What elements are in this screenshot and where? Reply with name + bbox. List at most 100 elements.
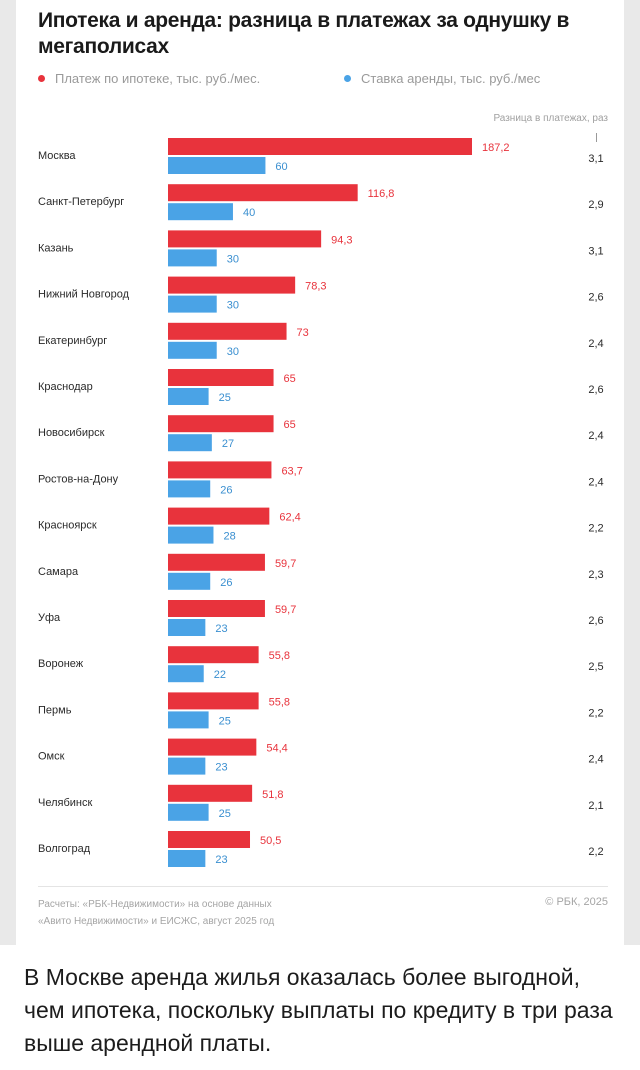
legend-label-mortgage: Платеж по ипотеке, тыс. руб./мес. bbox=[55, 71, 261, 86]
mortgage-value-label: 54,4 bbox=[266, 743, 287, 755]
category-label: Нижний Новгород bbox=[38, 289, 130, 301]
category-label: Санкт-Петербург bbox=[38, 196, 124, 208]
footer-divider bbox=[38, 886, 608, 887]
mortgage-value-label: 94,3 bbox=[331, 234, 352, 246]
ratio-value-label: 2,1 bbox=[588, 800, 603, 812]
ratio-value-label: 2,6 bbox=[588, 384, 603, 396]
category-label: Самара bbox=[38, 566, 79, 578]
source-line-1: Расчеты: «РБК-Недвижимости» на основе да… bbox=[38, 899, 272, 910]
legend-item-mortgage: Платеж по ипотеке, тыс. руб./мес. bbox=[38, 71, 260, 86]
source-note: Расчеты: «РБК-Недвижимости» на основе да… bbox=[38, 896, 418, 930]
legend-marker-rent bbox=[344, 75, 351, 82]
mortgage-value-label: 65 bbox=[284, 419, 296, 431]
rent-bar bbox=[168, 711, 209, 729]
rent-bar bbox=[168, 665, 204, 683]
category-label: Краснодар bbox=[38, 381, 93, 393]
mortgage-value-label: 187,2 bbox=[482, 142, 510, 154]
legend-item-rent: Ставка аренды, тыс. руб./мес bbox=[344, 71, 540, 86]
rent-value-label: 28 bbox=[223, 531, 235, 543]
legend-marker-mortgage bbox=[38, 75, 45, 82]
rent-value-label: 30 bbox=[227, 253, 239, 265]
rent-bar bbox=[168, 803, 209, 821]
rent-bar bbox=[168, 295, 217, 313]
ratio-value-label: 3,1 bbox=[588, 245, 603, 257]
ratio-value-label: 2,4 bbox=[588, 338, 603, 350]
ratio-value-label: 2,9 bbox=[588, 199, 603, 211]
chart-card: Ипотека и аренда: разница в платежах за … bbox=[16, 0, 624, 945]
ratio-value-label: 2,2 bbox=[588, 707, 603, 719]
category-label: Пермь bbox=[38, 704, 72, 716]
category-label: Екатеринбург bbox=[38, 335, 107, 347]
chart-title: Ипотека и аренда: разница в платежах за … bbox=[38, 9, 570, 58]
rent-value-label: 40 bbox=[243, 207, 255, 219]
rent-value-label: 25 bbox=[219, 715, 231, 727]
ratio-value-label: 2,6 bbox=[588, 615, 603, 627]
post-caption-area: В Москве аренда жилья оказалась более вы… bbox=[0, 945, 640, 1070]
mortgage-bar bbox=[168, 600, 265, 617]
mortgage-bar bbox=[168, 184, 358, 202]
rent-bar bbox=[168, 480, 211, 498]
category-label: Москва bbox=[38, 150, 76, 162]
bar-chart: Москва 187,2 60 3,1 Санкт-Петербург 116,8 40 2,… bbox=[38, 138, 604, 867]
mortgage-bar bbox=[168, 646, 259, 664]
ratio-value-label: 2,5 bbox=[588, 661, 603, 673]
mortgage-bar bbox=[168, 831, 251, 848]
rent-bar bbox=[168, 157, 266, 174]
rent-value-label: 26 bbox=[220, 577, 232, 589]
mortgage-bar bbox=[168, 415, 274, 433]
mortgage-value-label: 73 bbox=[297, 327, 309, 339]
rent-bar bbox=[168, 341, 217, 359]
ratio-value-label: 3,1 bbox=[588, 153, 603, 165]
ratio-value-label: 2,6 bbox=[588, 292, 603, 304]
category-label: Воронеж bbox=[38, 658, 84, 670]
rent-bar bbox=[168, 757, 206, 775]
rent-value-label: 30 bbox=[227, 300, 239, 312]
rent-value-label: 25 bbox=[219, 392, 231, 404]
mortgage-bar bbox=[168, 138, 472, 155]
category-label: Казань bbox=[38, 242, 74, 254]
category-label: Волгоград bbox=[38, 843, 91, 855]
category-label: Челябинск bbox=[38, 797, 92, 809]
mortgage-bar bbox=[168, 369, 274, 386]
category-label: Уфа bbox=[38, 612, 61, 624]
rent-bar bbox=[168, 434, 212, 452]
rent-bar bbox=[168, 249, 217, 267]
rent-value-label: 30 bbox=[227, 346, 239, 358]
category-label: Красноярск bbox=[38, 520, 97, 532]
ratio-value-label: 2,3 bbox=[588, 569, 603, 581]
mortgage-value-label: 116,8 bbox=[368, 188, 395, 200]
ratio-header-tick bbox=[596, 133, 597, 142]
rent-bar bbox=[168, 203, 233, 221]
ratio-value-label: 2,4 bbox=[588, 430, 603, 442]
mortgage-value-label: 62,4 bbox=[279, 512, 300, 524]
mortgage-value-label: 78,3 bbox=[305, 281, 326, 293]
mortgage-bar bbox=[168, 461, 272, 479]
ratio-value-label: 2,4 bbox=[588, 754, 603, 766]
rent-value-label: 23 bbox=[215, 762, 227, 774]
mortgage-bar bbox=[168, 784, 253, 802]
rent-value-label: 22 bbox=[214, 669, 226, 681]
mortgage-bar bbox=[168, 692, 259, 710]
mortgage-value-label: 50,5 bbox=[260, 835, 281, 847]
ratio-column-header: Разница в платежах, раз bbox=[493, 113, 608, 124]
ratio-value-label: 2,2 bbox=[588, 846, 603, 858]
category-label: Ростов-на-Дону bbox=[38, 473, 119, 485]
mortgage-bar bbox=[168, 322, 287, 340]
rent-value-label: 26 bbox=[220, 484, 232, 496]
category-label: Омск bbox=[38, 751, 65, 763]
mortgage-value-label: 51,8 bbox=[262, 789, 283, 801]
rent-value-label: 27 bbox=[222, 438, 234, 450]
mortgage-value-label: 55,8 bbox=[269, 696, 290, 708]
copyright: © РБК, 2025 bbox=[545, 896, 608, 908]
source-line-2: «Авито Недвижимости» и ЕИСЖС, август 202… bbox=[38, 916, 275, 927]
mortgage-bar bbox=[168, 230, 322, 248]
mortgage-value-label: 55,8 bbox=[269, 650, 290, 662]
rent-value-label: 23 bbox=[215, 854, 227, 866]
ratio-value-label: 2,2 bbox=[588, 523, 603, 535]
mortgage-value-label: 65 bbox=[284, 373, 296, 385]
mortgage-bar bbox=[168, 738, 257, 756]
rent-value-label: 23 bbox=[215, 623, 227, 635]
mortgage-value-label: 59,7 bbox=[275, 604, 296, 616]
mortgage-value-label: 63,7 bbox=[281, 465, 302, 477]
mortgage-bar bbox=[168, 276, 296, 294]
